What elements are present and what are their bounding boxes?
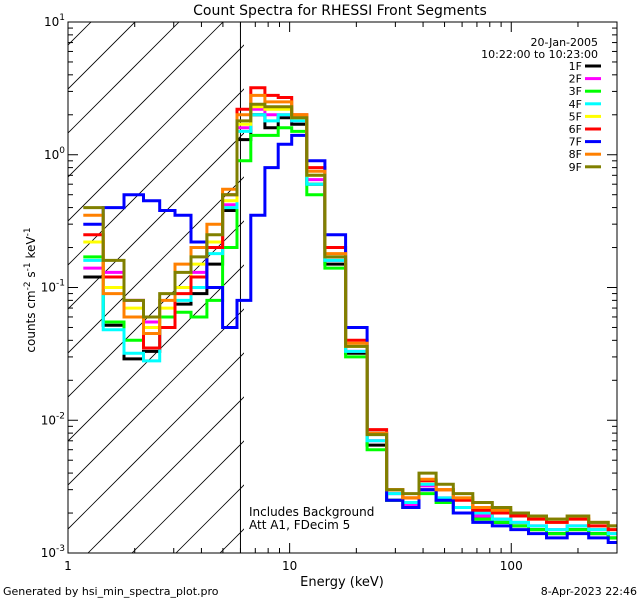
annotation-attenuator: Att A1, FDecim 5 (249, 518, 350, 532)
legend-label-2F: 2F (569, 73, 582, 86)
generated-by-label: Generated by hsi_min_spectra_plot.pro (3, 585, 219, 598)
chart-title: Count Spectra for RHESSI Front Segments (193, 3, 487, 19)
y-tick-label: 101 (44, 13, 65, 29)
x-axis-label: Energy (keV) (300, 575, 384, 590)
y-tick-label: 10-3 (41, 544, 65, 560)
series-line-2F (83, 107, 617, 536)
hatch-line (68, 352, 244, 530)
hatch-line (68, 22, 224, 178)
legend-label-6F: 6F (569, 123, 582, 136)
legend-label-5F: 5F (569, 110, 582, 123)
series-line-8F (83, 93, 617, 528)
hatch-line (552, 13, 640, 573)
y-tick-label: 10-1 (41, 279, 65, 295)
series-line-9F (83, 102, 617, 528)
series-line-7F (83, 133, 617, 544)
x-tick-label: 10 (282, 559, 297, 573)
hatch-line (87, 396, 244, 553)
hatch-line (68, 264, 244, 442)
hatch-line (596, 13, 640, 573)
hatch-line (332, 13, 640, 573)
legend-label-3F: 3F (569, 85, 582, 98)
hatched-region (68, 13, 640, 573)
hatch-line (68, 176, 244, 354)
series-line-6F (83, 86, 617, 532)
timestamp-label: 8-Apr-2023 22:46 (541, 585, 637, 598)
x-tick-label: 1 (64, 559, 72, 573)
legend-label-7F: 7F (569, 136, 582, 149)
hatch-line (68, 44, 244, 222)
date-label: 20-Jan-2005 (531, 36, 599, 49)
hatch-line (68, 132, 244, 310)
hatch-line (288, 13, 640, 573)
axis-tick-labels: 1 10 100 10-3 10-2 10-1 100 101 (41, 13, 523, 573)
series-group (83, 86, 617, 544)
y-tick-label: 100 (44, 146, 65, 162)
hatch-line (464, 13, 640, 573)
x-tick-label: 100 (500, 559, 523, 573)
y-tick-label: 10-2 (41, 411, 65, 427)
legend-label-9F: 9F (569, 161, 582, 174)
y-axis-label: counts cm-2 s-1 keV-1 (23, 227, 38, 352)
plot-frame (67, 21, 618, 554)
series-line-4F (83, 113, 617, 536)
annotation-background: Includes Background (249, 505, 374, 519)
legend-label-1F: 1F (569, 60, 582, 73)
hatch-line (68, 308, 244, 486)
time-range-label: 10:22:00 to 10:23:00 (481, 48, 598, 61)
hatch-line (131, 440, 244, 553)
svg-text:counts cm-2 s-1 keV-1: counts cm-2 s-1 keV-1 (23, 227, 38, 352)
legend-label-8F: 8F (569, 148, 582, 161)
hatch-line (376, 13, 640, 573)
hatch-line (68, 88, 244, 266)
legend-label-4F: 4F (569, 98, 582, 111)
hatch-line (68, 22, 180, 134)
axis-ticks (67, 21, 618, 554)
